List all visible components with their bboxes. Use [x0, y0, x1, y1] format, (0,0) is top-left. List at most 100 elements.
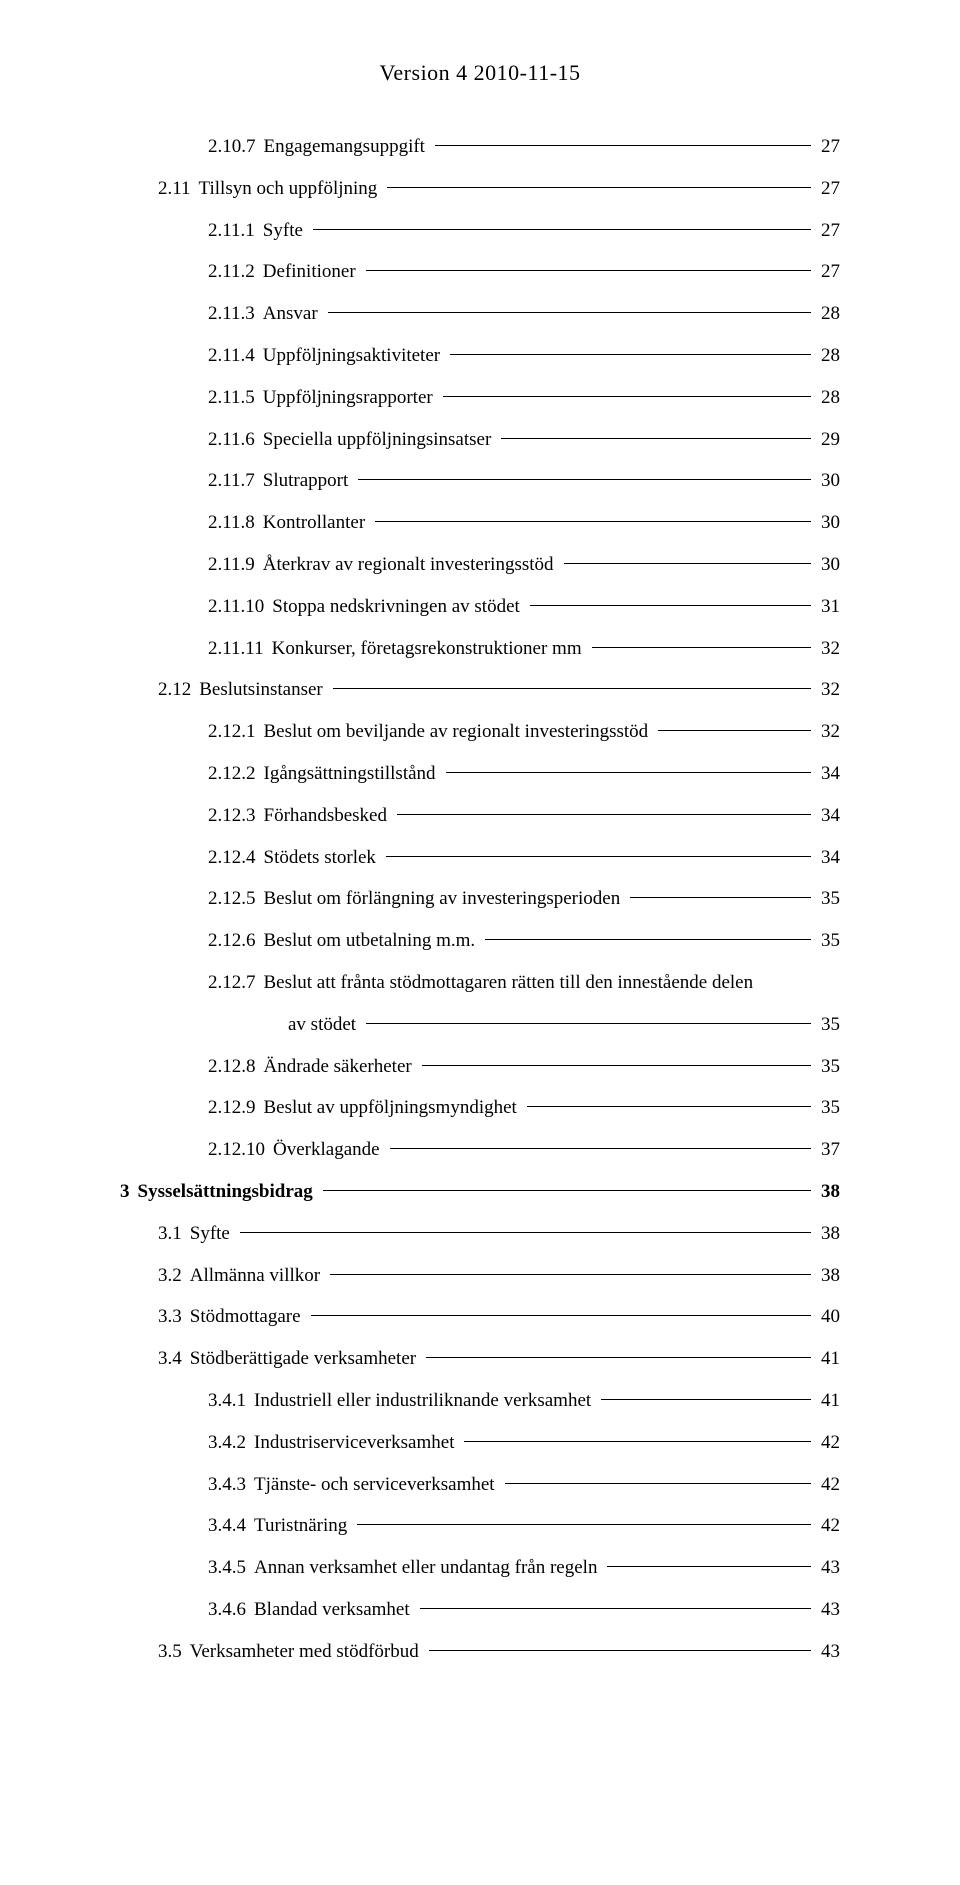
toc-entry-number: 3.4.2	[208, 1422, 254, 1464]
toc-entry-page: 43	[815, 1631, 840, 1673]
toc-entry-number: 2.11.3	[208, 293, 263, 335]
toc-leader-line	[420, 1608, 811, 1609]
toc-entry: 2.10.7Engagemangsuppgift27	[120, 126, 840, 168]
toc-leader-line	[485, 939, 811, 940]
toc-entry-label: Uppföljningsrapporter	[263, 377, 439, 419]
toc-entry-label: Tillsyn och uppföljning	[199, 168, 384, 210]
toc-entry-label: Syfte	[190, 1213, 236, 1255]
toc-leader-line	[387, 187, 811, 188]
toc-leader-line	[366, 270, 811, 271]
toc-entry-label: Blandad verksamhet	[254, 1589, 416, 1631]
toc-entry-page: 27	[815, 168, 840, 210]
toc-entry-number: 3.4.6	[208, 1589, 254, 1631]
toc-entry-label: Ändrade säkerheter	[264, 1046, 418, 1088]
toc-entry-number: 3.5	[158, 1631, 190, 1673]
toc-entry-label: Turistnäring	[254, 1505, 353, 1547]
toc-entry-number: 3.1	[158, 1213, 190, 1255]
document-page: Version 4 2010-11-15 2.10.7Engagemangsup…	[0, 0, 960, 1752]
toc-leader-line	[426, 1357, 811, 1358]
toc-entry: 2.12.2Igångsättningstillstånd34	[120, 753, 840, 795]
toc-entry-page: 31	[815, 586, 840, 628]
toc-entry: 2.12.5Beslut om förlängning av investeri…	[120, 878, 840, 920]
toc-entry-label: Verksamheter med stödförbud	[190, 1631, 425, 1673]
toc-leader-line	[422, 1065, 811, 1066]
toc-entry-page: 28	[815, 335, 840, 377]
toc-leader-line	[527, 1106, 811, 1107]
toc-leader-line	[464, 1441, 811, 1442]
toc-entry-page: 41	[815, 1380, 840, 1422]
toc-entry-label: Beslut om beviljande av regionalt invest…	[264, 711, 655, 753]
toc-entry: 2.11.4Uppföljningsaktiviteter28	[120, 335, 840, 377]
toc-entry: 3.3Stödmottagare40	[120, 1296, 840, 1338]
toc-entry-page: 35	[815, 1004, 840, 1046]
toc-entry-number: 3.4.5	[208, 1547, 254, 1589]
toc-entry-page: 30	[815, 460, 840, 502]
toc-entry-page: 34	[815, 837, 840, 879]
toc-entry-page: 29	[815, 419, 840, 461]
toc-entry: 3.1Syfte38	[120, 1213, 840, 1255]
toc-entry-number: 2.11	[158, 168, 199, 210]
toc-entry-page: 40	[815, 1296, 840, 1338]
toc-leader-line	[630, 897, 811, 898]
toc-entry-number: 2.11.11	[208, 628, 272, 670]
toc-entry: 2.12.7Beslut att frånta stödmottagaren r…	[120, 962, 840, 1004]
toc-entry: 3.4.1Industriell eller industriliknande …	[120, 1380, 840, 1422]
toc-entry-label: Tjänste- och serviceverksamhet	[254, 1464, 501, 1506]
toc-leader-line	[375, 521, 811, 522]
toc-entry: 3.2Allmänna villkor38	[120, 1255, 840, 1297]
toc-entry-label: Kontrollanter	[263, 502, 371, 544]
toc-entry-number: 2.10.7	[208, 126, 264, 168]
toc-entry: 2.12.3Förhandsbesked34	[120, 795, 840, 837]
toc-leader-line	[323, 1190, 811, 1191]
toc-entry-page: 27	[815, 210, 840, 252]
toc-entry-page: 41	[815, 1338, 840, 1380]
toc-entry: 3.4.6Blandad verksamhet43	[120, 1589, 840, 1631]
toc-entry-label: Överklagande	[273, 1129, 386, 1171]
toc-leader-line	[501, 438, 811, 439]
toc-entry-page: 35	[815, 920, 840, 962]
toc-entry-number: 2.12.9	[208, 1087, 264, 1129]
toc-leader-line	[366, 1023, 811, 1024]
toc-entry-label: Uppföljningsaktiviteter	[263, 335, 446, 377]
toc-leader-line	[333, 688, 811, 689]
toc-entry-number: 3.4.3	[208, 1464, 254, 1506]
toc-entry-page: 28	[815, 293, 840, 335]
toc-entry-page: 42	[815, 1422, 840, 1464]
toc-leader-line	[443, 396, 811, 397]
toc-entry-number: 2.12.2	[208, 753, 264, 795]
table-of-contents: 2.10.7Engagemangsuppgift272.11Tillsyn oc…	[120, 126, 840, 1672]
toc-entry-number: 3	[120, 1171, 138, 1213]
toc-entry-label: Annan verksamhet eller undantag från reg…	[254, 1547, 603, 1589]
toc-entry-page: 37	[815, 1129, 840, 1171]
toc-leader-line	[429, 1650, 811, 1651]
toc-leader-line	[564, 563, 811, 564]
toc-entry: 2.11.10Stoppa nedskrivningen av stödet31	[120, 586, 840, 628]
toc-entry-number: 2.12.10	[208, 1129, 273, 1171]
toc-entry: 2.12.9Beslut av uppföljningsmyndighet35	[120, 1087, 840, 1129]
toc-entry-page: 34	[815, 753, 840, 795]
toc-entry-label: Stödets storlek	[264, 837, 382, 879]
toc-entry-page: 35	[815, 1087, 840, 1129]
toc-leader-line	[505, 1483, 811, 1484]
toc-entry-label: Sysselsättningsbidrag	[138, 1171, 319, 1213]
toc-entry-label: Allmänna villkor	[190, 1255, 326, 1297]
toc-entry: 2.12.4Stödets storlek34	[120, 837, 840, 879]
toc-leader-line	[357, 1524, 811, 1525]
toc-leader-line	[386, 856, 811, 857]
toc-entry-label: Syfte	[263, 210, 309, 252]
toc-entry-number: 2.11.2	[208, 251, 263, 293]
toc-entry-number: 3.4	[158, 1338, 190, 1380]
toc-entry-number: 2.11.1	[208, 210, 263, 252]
toc-entry: 2.11.1Syfte 27	[120, 210, 840, 252]
toc-entry-number: 2.12.7	[208, 962, 264, 1004]
toc-entry-number: 2.12.8	[208, 1046, 264, 1088]
toc-entry: 3.4.2Industriserviceverksamhet42	[120, 1422, 840, 1464]
toc-leader-line	[658, 730, 811, 731]
toc-entry: 3.4.4Turistnäring42	[120, 1505, 840, 1547]
toc-entry-label: Ansvar	[263, 293, 324, 335]
toc-entry-label: Konkurser, företagsrekonstruktioner mm	[272, 628, 588, 670]
toc-entry: 2.12.8Ändrade säkerheter35	[120, 1046, 840, 1088]
toc-entry-label: Definitioner	[263, 251, 362, 293]
toc-entry: 2.12.1Beslut om beviljande av regionalt …	[120, 711, 840, 753]
toc-entry-number: 3.4.1	[208, 1380, 254, 1422]
